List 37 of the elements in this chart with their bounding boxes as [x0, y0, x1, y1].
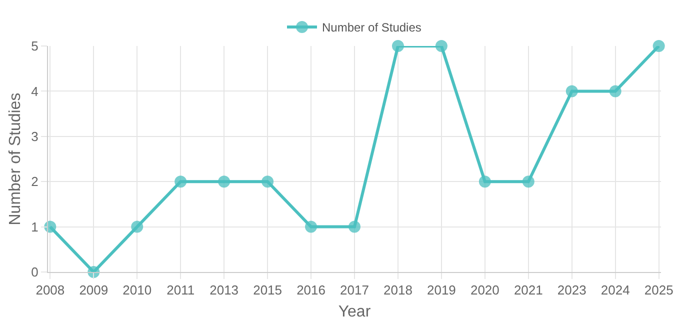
y-tick-label: 0	[31, 264, 38, 280]
legend-label: Number of Studies	[322, 20, 422, 35]
x-tick-label: 2015	[253, 282, 282, 298]
point	[435, 40, 448, 52]
point	[218, 176, 230, 188]
x-tick-label: 2023	[557, 282, 586, 298]
point	[348, 220, 360, 233]
y-tick-label: 5	[31, 38, 38, 54]
point	[652, 40, 665, 52]
y-axis-title: Number of Studies	[7, 92, 24, 226]
point	[131, 220, 144, 233]
x-tick-label: 2024	[600, 282, 630, 298]
x-tick-label: 2013	[210, 282, 239, 298]
x-tick-label: 2025	[644, 282, 674, 298]
y-tick-label: 2	[31, 174, 38, 190]
x-tick-label: 2010	[122, 282, 152, 298]
x-tick-label: 2016	[296, 282, 326, 298]
y-tick-label: 1	[31, 219, 38, 234]
x-tick-label: 2008	[36, 282, 65, 298]
y-tick-label: 4	[31, 84, 38, 99]
point	[305, 220, 318, 233]
point	[392, 40, 404, 52]
y-tick-label: 3	[31, 128, 38, 144]
x-tick-label: 2011	[166, 282, 195, 298]
x-tick-label: 2021	[514, 282, 543, 298]
point	[566, 85, 578, 98]
point	[478, 176, 491, 188]
point	[522, 176, 534, 188]
point	[609, 85, 622, 98]
point	[262, 176, 274, 188]
point	[174, 176, 187, 188]
x-tick-label: 2019	[426, 282, 456, 298]
x-tick-label: 2009	[79, 282, 108, 298]
x-axis-title: Year	[338, 303, 372, 320]
x-tick-label: 2017	[340, 282, 369, 298]
x-tick-label: 2020	[470, 282, 500, 298]
x-tick-label: 2018	[384, 282, 412, 298]
